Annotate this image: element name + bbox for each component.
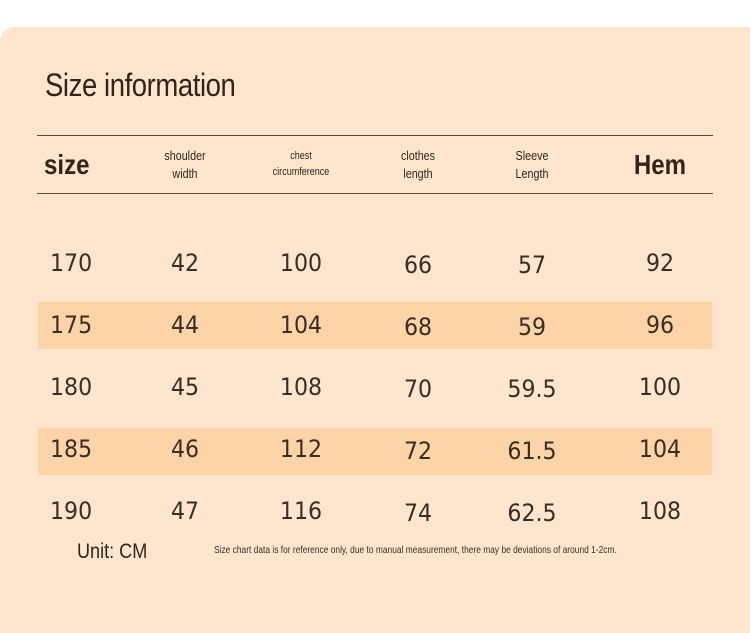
table-cell-col-sleeve-length: 61.5: [507, 437, 557, 465]
table-cell-col-sleeve-length: 57: [517, 251, 547, 279]
page-title: Size information: [45, 67, 236, 103]
table-cell-col-chest: 100: [279, 249, 323, 277]
table-cell-col-clothes-length: 74: [403, 499, 433, 527]
table-cell-col-clothes-length: 68: [403, 313, 433, 341]
row-highlight-175: [38, 302, 712, 349]
unit-label: Unit: CM: [77, 540, 148, 563]
table-cell-col-hem: 108: [638, 497, 682, 525]
table-cell-col-hem: 104: [638, 435, 682, 463]
header-col-size: size: [44, 148, 90, 180]
table-cell-col-sleeve-length: 62.5: [507, 499, 557, 527]
table-cell-col-chest: 108: [279, 373, 323, 401]
table-cell-col-chest: 116: [279, 497, 323, 525]
header-col-shoulder-width: shoulder width: [164, 148, 206, 181]
row-highlight-185: [38, 428, 712, 475]
table-cell-col-clothes-length: 70: [403, 375, 433, 403]
table-cell-col-chest: 112: [279, 435, 323, 463]
table-cell-col-size: 170: [50, 249, 93, 277]
table-cell-col-shoulder-width: 45: [170, 373, 200, 401]
header-col-chest: chest circumference: [272, 150, 330, 178]
table-cell-col-sleeve-length: 59.5: [507, 375, 557, 403]
table-cell-col-shoulder-width: 42: [170, 249, 200, 277]
table-cell-col-hem: 92: [645, 249, 675, 277]
disclaimer-note: Size chart data is for reference only, d…: [214, 544, 617, 556]
table-cell-col-chest: 104: [279, 311, 323, 339]
header-col-sleeve-length: Sleeve Length: [515, 148, 549, 181]
header-top-rule: [37, 135, 713, 136]
header-bottom-rule: [37, 193, 713, 194]
table-cell-col-size: 185: [50, 435, 93, 463]
header-col-clothes-length: clothes length: [400, 148, 436, 181]
table-cell-col-shoulder-width: 44: [170, 311, 200, 339]
table-cell-col-size: 180: [50, 373, 93, 401]
table-cell-col-size: 190: [50, 497, 93, 525]
table-cell-col-hem: 100: [638, 373, 682, 401]
table-cell-col-clothes-length: 66: [403, 251, 433, 279]
table-cell-col-shoulder-width: 47: [170, 497, 200, 525]
table-cell-col-shoulder-width: 46: [170, 435, 200, 463]
table-cell-col-clothes-length: 72: [403, 437, 433, 465]
header-col-hem: Hem: [633, 148, 687, 180]
table-cell-col-sleeve-length: 59: [517, 313, 547, 341]
table-cell-col-hem: 96: [645, 311, 675, 339]
table-cell-col-size: 175: [50, 311, 93, 339]
